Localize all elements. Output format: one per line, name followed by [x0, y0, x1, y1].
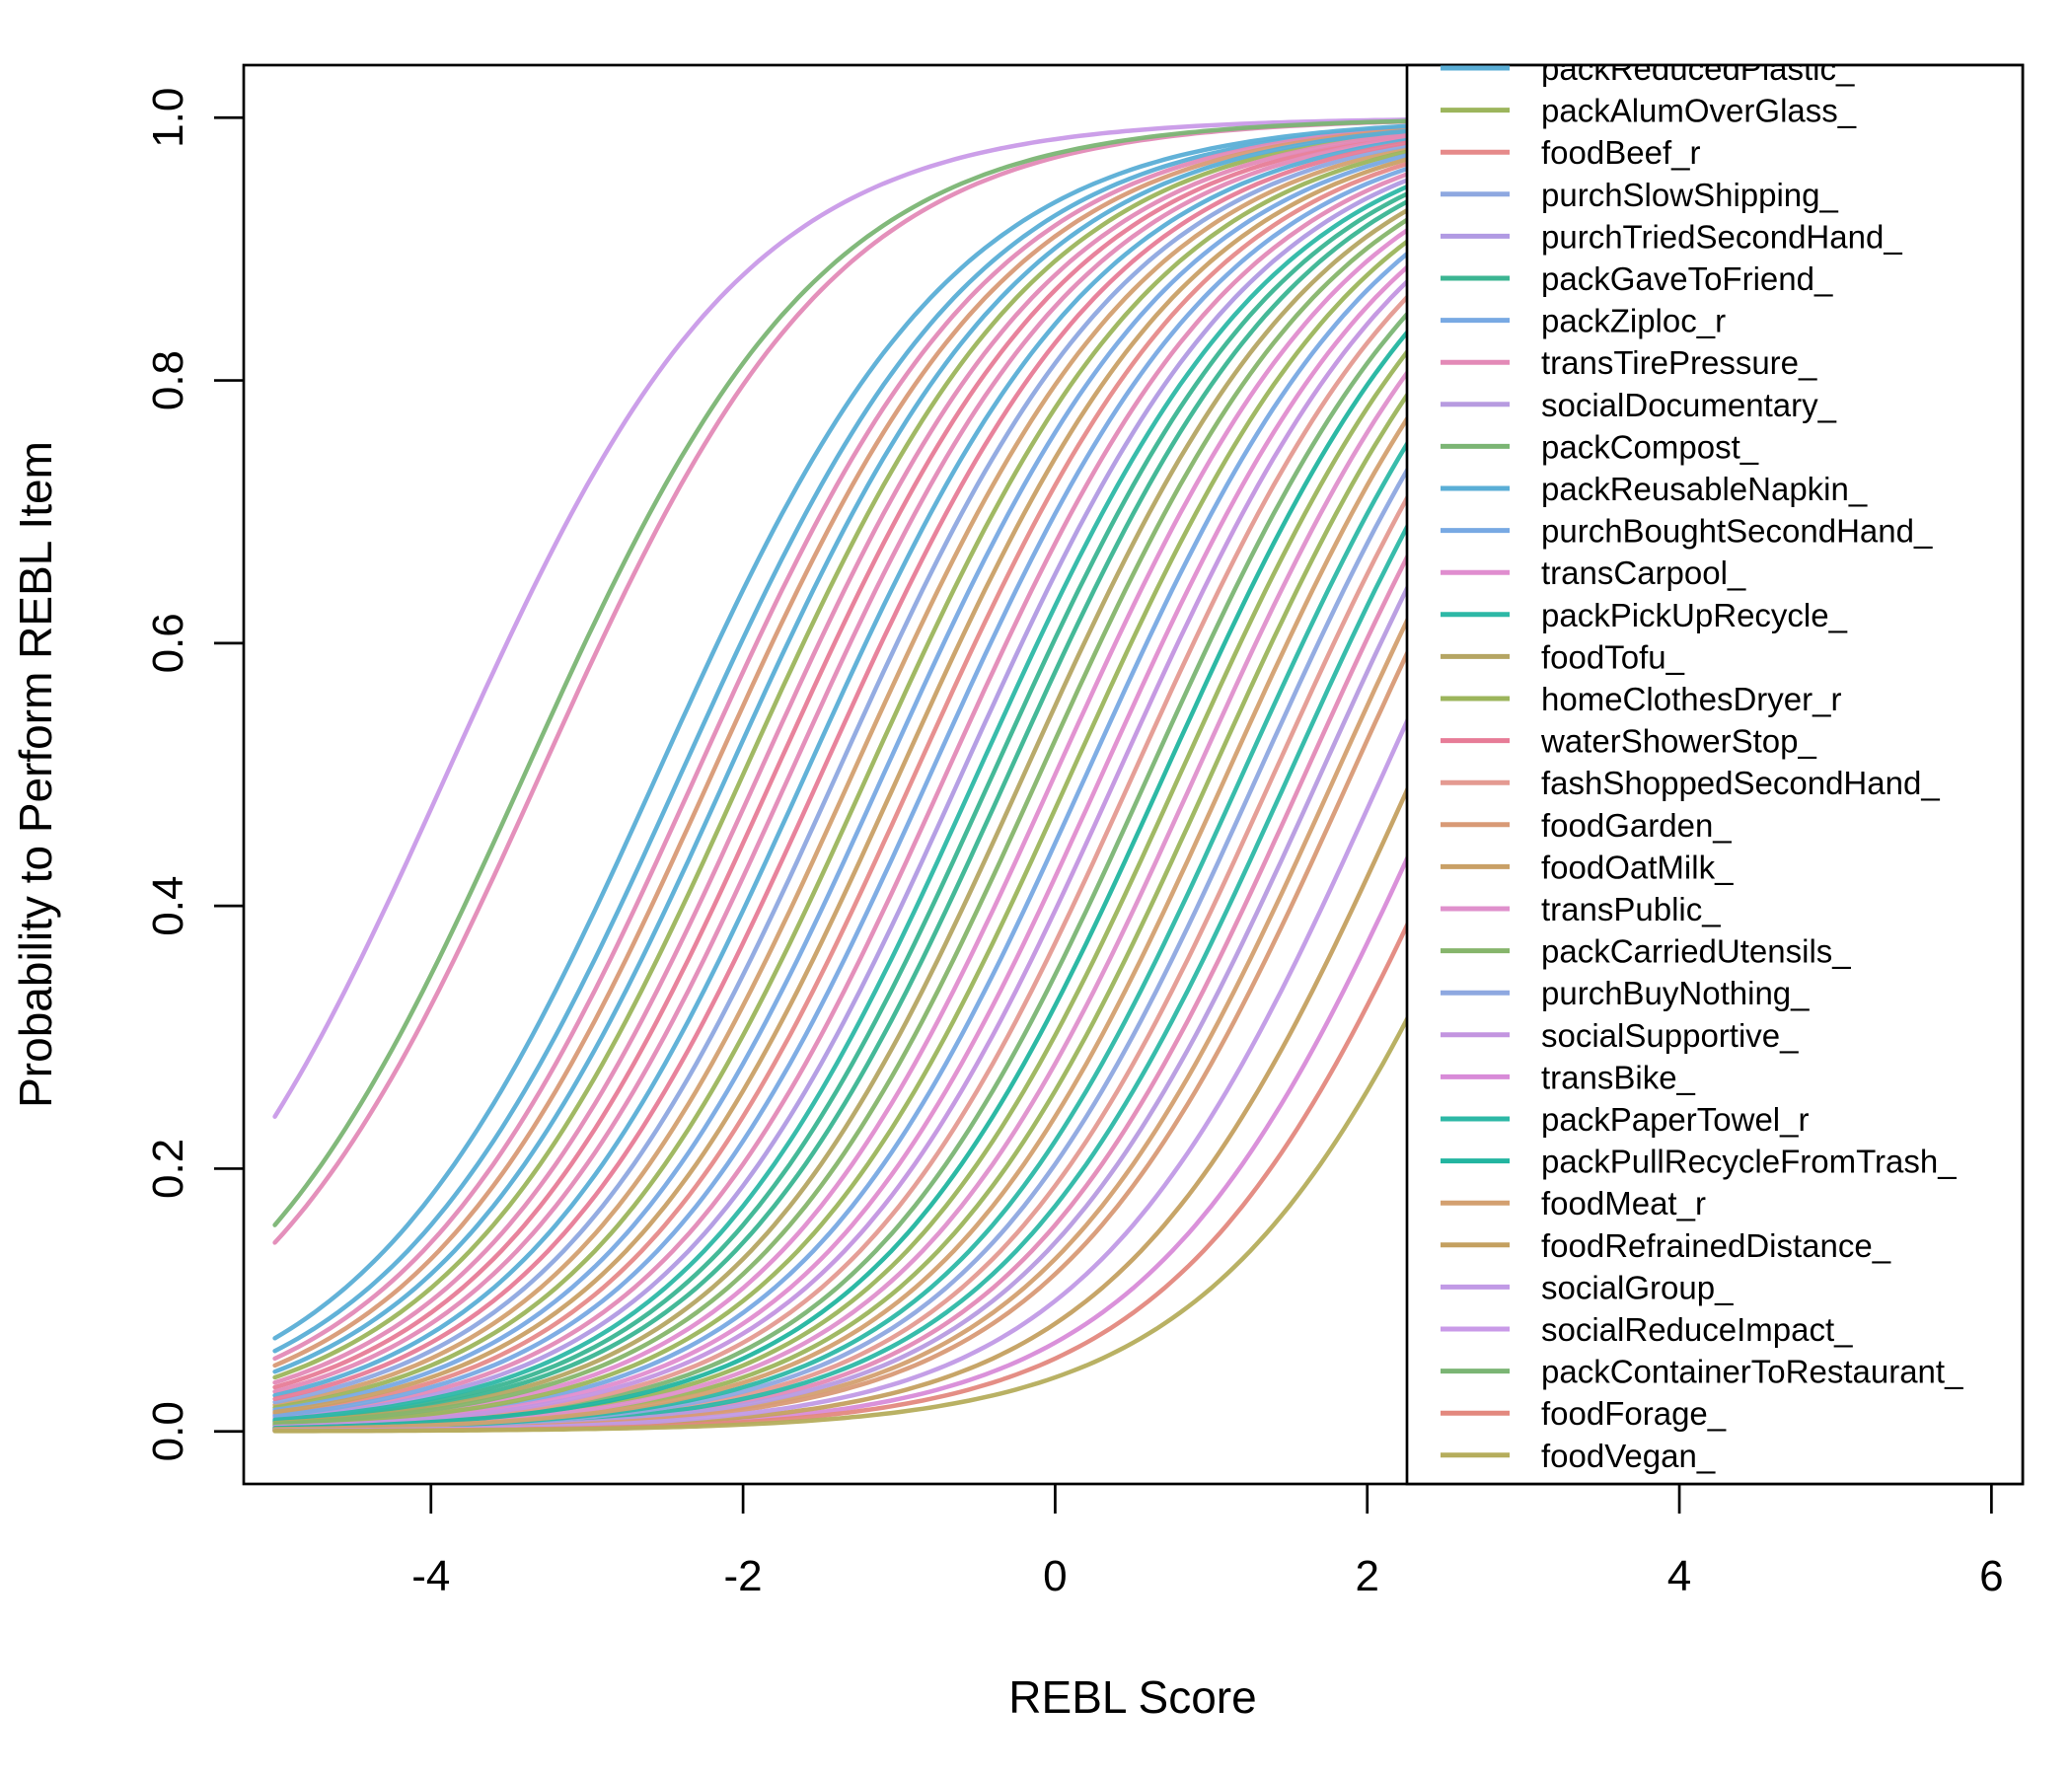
- legend-label: waterShowerStop_: [1540, 723, 1816, 760]
- x-axis-title: REBL Score: [1008, 1671, 1256, 1723]
- y-tick-label: 0.6: [144, 613, 192, 673]
- legend-label: packReducedPlastic_: [1541, 50, 1855, 87]
- legend-label: transTirePressure_: [1541, 344, 1817, 381]
- legend-label: packCompost_: [1541, 428, 1759, 465]
- legend-label: purchBoughtSecondHand_: [1541, 513, 1933, 550]
- legend-label: foodBeef_r: [1541, 134, 1700, 171]
- x-tick-label: 6: [1979, 1552, 2003, 1600]
- x-tick-label: 0: [1043, 1552, 1067, 1600]
- legend-label: foodMeat_r: [1541, 1185, 1706, 1221]
- legend-label: purchBuyNothing_: [1541, 975, 1810, 1011]
- legend-label: foodOatMilk_: [1541, 849, 1734, 885]
- legend-label: socialSupportive_: [1541, 1017, 1799, 1054]
- legend-label: homeClothesDryer_r: [1541, 681, 1841, 717]
- legend: packReducedPlastic_ packAlumOverGlass_foo…: [1405, 50, 2025, 1486]
- legend-label: fashShoppedSecondHand_: [1541, 765, 1940, 801]
- x-tick-label: -2: [724, 1552, 763, 1600]
- legend-label: foodVegan_: [1541, 1438, 1716, 1474]
- legend-label: transPublic_: [1541, 891, 1721, 927]
- y-axis: 0.0 0.2 0.4 0.6 0.8 1.0: [144, 88, 244, 1461]
- legend-label: packPickUpRecycle_: [1541, 597, 1848, 633]
- legend-items: packReducedPlastic_ packAlumOverGlass_foo…: [1441, 50, 1963, 1474]
- legend-label: packZiploc_r: [1541, 303, 1726, 339]
- y-tick-label: 0.0: [144, 1401, 192, 1461]
- x-tick-label: 4: [1667, 1552, 1691, 1600]
- y-tick-label: 1.0: [144, 88, 192, 148]
- legend-box: [1405, 63, 2025, 1486]
- y-tick-label: 0.4: [144, 876, 192, 936]
- legend-label: packPullRecycleFromTrash_: [1541, 1144, 1957, 1180]
- legend-label: packContainerToRestaurant_: [1541, 1354, 1963, 1390]
- legend-label: transCarpool_: [1541, 555, 1746, 591]
- legend-label: foodGarden_: [1541, 807, 1732, 844]
- legend-label: packAlumOverGlass_: [1541, 93, 1857, 129]
- legend-label: packGaveToFriend_: [1541, 260, 1833, 297]
- legend-label: foodTofu_: [1541, 638, 1685, 675]
- legend-label: packReusableNapkin_: [1541, 471, 1868, 507]
- y-axis-title: Probability to Perform REBL Item: [10, 441, 61, 1108]
- legend-label: socialGroup_: [1541, 1269, 1734, 1305]
- x-axis: -4 -2 0 2 4 6: [411, 1484, 2004, 1600]
- x-tick-label: 2: [1355, 1552, 1378, 1600]
- y-tick-label: 0.2: [144, 1139, 192, 1199]
- legend-label: purchTriedSecondHand_: [1541, 218, 1902, 255]
- legend-label: foodRefrainedDistance_: [1541, 1227, 1891, 1264]
- x-tick-label: -4: [411, 1552, 450, 1600]
- legend-label: socialReduceImpact_: [1541, 1311, 1853, 1348]
- legend-label: foodForage_: [1541, 1395, 1727, 1432]
- legend-label: socialDocumentary_: [1541, 387, 1837, 423]
- legend-label: packCarriedUtensils_: [1541, 933, 1851, 970]
- legend-label: purchSlowShipping_: [1541, 177, 1839, 213]
- legend-label: transBike_: [1541, 1059, 1696, 1095]
- y-tick-label: 0.8: [144, 350, 192, 410]
- legend-label: packPaperTowel_r: [1541, 1101, 1809, 1138]
